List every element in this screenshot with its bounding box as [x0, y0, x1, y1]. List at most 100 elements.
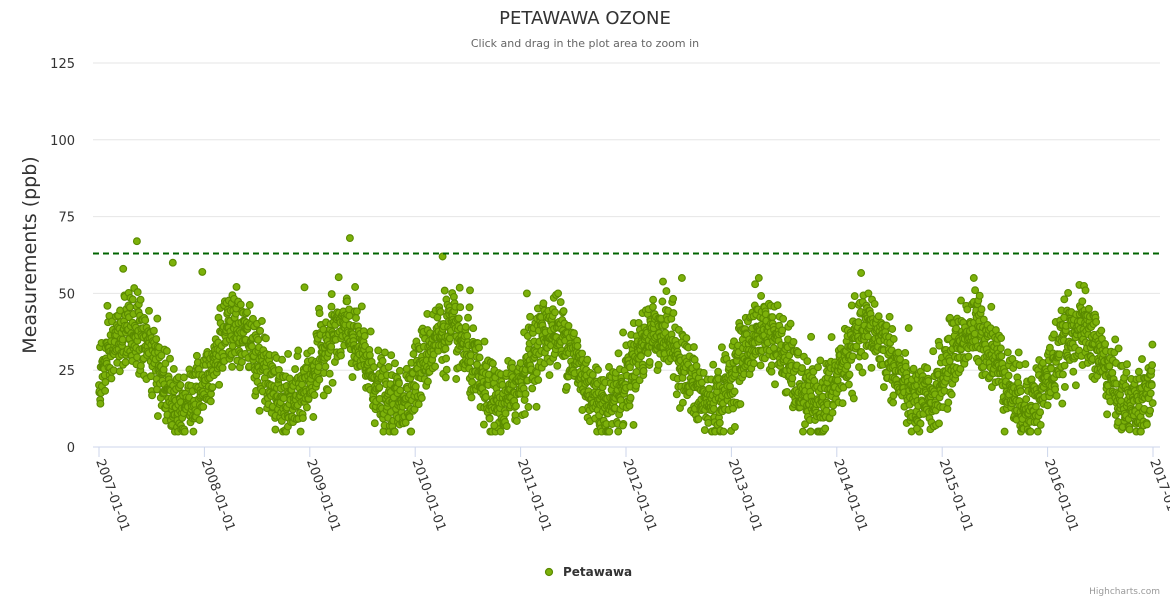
x-tick-label: 2008-01-01	[198, 457, 238, 533]
data-point	[314, 362, 323, 371]
data-point	[488, 359, 497, 368]
data-point	[480, 337, 489, 346]
data-point	[844, 380, 853, 389]
data-point	[1021, 360, 1030, 369]
legend-item-petawawa[interactable]: Petawawa	[544, 565, 633, 579]
data-point	[896, 355, 904, 364]
data-point	[912, 424, 921, 433]
data-point	[860, 352, 869, 360]
data-point	[409, 350, 418, 358]
data-point	[605, 427, 614, 436]
data-point	[153, 314, 162, 323]
data-point	[309, 413, 318, 421]
data-point	[828, 408, 837, 417]
data-point	[455, 283, 464, 292]
data-point	[798, 364, 807, 373]
data-point	[475, 353, 484, 362]
data-point	[894, 348, 903, 357]
data-point	[257, 317, 266, 325]
data-point	[614, 427, 623, 436]
data-point	[1003, 348, 1012, 357]
data-point	[677, 274, 686, 282]
data-point	[1138, 355, 1146, 364]
data-point	[573, 342, 582, 350]
data-point	[1047, 364, 1056, 373]
data-point	[315, 309, 324, 318]
data-point	[977, 305, 986, 314]
data-point	[637, 352, 645, 361]
data-point	[479, 420, 488, 429]
data-point	[374, 346, 383, 355]
data-point	[524, 403, 533, 411]
data-point	[694, 415, 703, 424]
credits-link[interactable]: Highcharts.com	[1089, 587, 1160, 597]
data-point	[107, 374, 116, 383]
data-point	[1069, 367, 1078, 376]
y-axis-ticks: 0 25 50 75 100 125	[50, 57, 75, 456]
data-point	[678, 398, 687, 407]
data-point	[375, 383, 384, 392]
data-point	[551, 308, 559, 317]
x-tick-label: 2013-01-01	[725, 457, 765, 533]
data-point	[757, 291, 766, 300]
x-tick-label: 2007-01-01	[92, 457, 132, 533]
data-point	[730, 387, 739, 396]
data-point	[291, 365, 300, 374]
data-point	[302, 403, 311, 412]
data-point	[101, 378, 110, 387]
data-point	[1081, 286, 1090, 295]
data-point	[180, 427, 189, 436]
data-point	[321, 362, 330, 371]
data-point	[588, 370, 597, 379]
y-tick-label: 25	[58, 364, 75, 379]
data-point	[315, 375, 324, 384]
data-point	[442, 354, 451, 363]
data-point	[469, 324, 478, 333]
data-point	[1078, 297, 1087, 306]
data-point	[1123, 360, 1131, 369]
data-point	[689, 343, 698, 352]
data-point	[199, 402, 208, 411]
data-point	[594, 365, 602, 374]
data-point	[996, 344, 1005, 353]
y-tick-label: 50	[58, 287, 75, 302]
plot-area[interactable]	[95, 234, 1157, 436]
data-point	[387, 351, 396, 360]
data-point	[208, 383, 217, 392]
data-point	[345, 234, 354, 243]
data-point	[466, 357, 475, 366]
data-point	[672, 390, 681, 399]
data-point	[162, 347, 171, 355]
data-point	[179, 373, 188, 382]
data-point	[1026, 427, 1035, 436]
data-point	[583, 355, 592, 364]
data-point	[614, 349, 623, 358]
data-point	[327, 290, 336, 299]
data-point	[645, 357, 654, 366]
data-point	[452, 375, 461, 383]
data-point	[692, 361, 701, 370]
data-point	[997, 352, 1006, 361]
data-point	[1103, 410, 1112, 419]
data-point	[778, 326, 787, 335]
data-point	[136, 295, 145, 304]
data-point	[704, 418, 713, 427]
data-point	[115, 367, 124, 376]
data-point	[699, 368, 708, 377]
data-point	[855, 363, 863, 372]
data-point	[806, 427, 815, 436]
data-point	[475, 343, 483, 352]
data-point	[501, 409, 510, 418]
data-point	[195, 416, 204, 424]
data-point	[521, 389, 530, 398]
data-point	[1101, 340, 1110, 348]
data-point	[662, 287, 671, 296]
data-point	[378, 357, 387, 365]
data-point	[284, 349, 293, 358]
data-point	[278, 355, 287, 364]
data-point	[442, 365, 451, 374]
data-point	[101, 386, 110, 395]
data-point	[466, 286, 474, 295]
data-point	[245, 301, 254, 309]
